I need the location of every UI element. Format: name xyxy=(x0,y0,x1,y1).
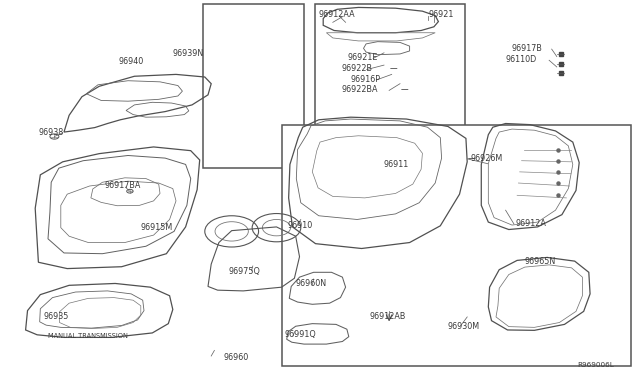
Text: 96922BA: 96922BA xyxy=(342,85,378,94)
Text: 96938: 96938 xyxy=(38,128,63,137)
Bar xyxy=(282,125,631,366)
Text: 96921E: 96921E xyxy=(348,53,378,62)
Text: 96935: 96935 xyxy=(44,312,69,321)
Text: 96912AB: 96912AB xyxy=(370,312,406,321)
Text: —: — xyxy=(401,85,408,94)
Text: 96916P: 96916P xyxy=(351,75,381,84)
Text: 96912A: 96912A xyxy=(515,219,546,228)
Text: 96110D: 96110D xyxy=(506,55,537,64)
Text: —: — xyxy=(390,64,397,73)
Text: 96965N: 96965N xyxy=(525,257,556,266)
Text: 96960: 96960 xyxy=(224,353,249,362)
Text: 96921: 96921 xyxy=(429,10,454,19)
Text: 96922B: 96922B xyxy=(342,64,372,73)
Text: 96912AA: 96912AA xyxy=(318,10,355,19)
Bar xyxy=(203,4,304,168)
Text: MANUAL TRANSMISSION: MANUAL TRANSMISSION xyxy=(48,333,128,339)
Text: 96926M: 96926M xyxy=(470,154,502,163)
Text: 96911: 96911 xyxy=(384,160,409,169)
Text: 96917B: 96917B xyxy=(512,44,543,53)
Text: 96910: 96910 xyxy=(288,221,313,230)
Bar xyxy=(315,4,465,168)
Text: 96991Q: 96991Q xyxy=(285,330,317,339)
Text: 96940: 96940 xyxy=(118,57,143,66)
Text: 96930M: 96930M xyxy=(448,322,480,331)
Text: 96975Q: 96975Q xyxy=(228,267,260,276)
Text: R969006L: R969006L xyxy=(578,362,614,368)
Text: 96917BA: 96917BA xyxy=(104,182,141,190)
Text: —: — xyxy=(468,154,476,163)
Text: 96939N: 96939N xyxy=(173,49,204,58)
Text: 96960N: 96960N xyxy=(296,279,327,288)
Text: 96915M: 96915M xyxy=(141,223,173,232)
